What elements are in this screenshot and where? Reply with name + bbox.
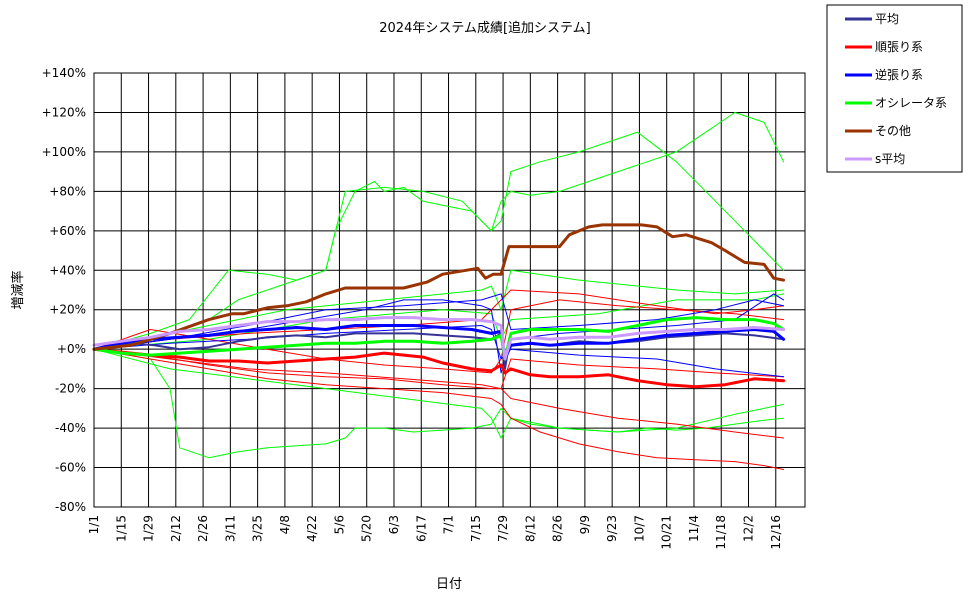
legend-label: 平均 (875, 12, 899, 26)
legend-label: オシレータ系 (875, 96, 947, 110)
series-line-individual (93, 348, 785, 439)
series-line-individual (93, 131, 785, 350)
series-line-順張り系 (92, 347, 786, 389)
x-tick-label: 7/1 (442, 515, 456, 534)
series-line-s平均 (92, 316, 786, 361)
y-tick-label: +120% (42, 105, 86, 119)
y-axis-title: 増減率 (10, 270, 26, 309)
gridlines (93, 72, 805, 508)
x-tick-label: 5/20 (360, 515, 374, 542)
x-tick-label: 2/26 (196, 515, 210, 542)
legend-label: その他 (875, 124, 911, 138)
x-tick-label: 7/15 (469, 515, 483, 542)
y-tick-label: -80% (55, 500, 86, 514)
chart-title: 2024年システム成績[追加システム] (379, 20, 590, 36)
y-tick-label: -60% (55, 461, 86, 475)
x-tick-label: 8/26 (551, 515, 565, 542)
legend-label: 逆張り系 (875, 67, 923, 82)
y-tick-label: +100% (42, 145, 86, 159)
series-line-individual (93, 289, 785, 350)
series-line-individual (93, 269, 785, 350)
x-tick-label: 10/21 (660, 515, 674, 550)
x-tick-label: 7/29 (496, 515, 510, 542)
y-tick-label: +60% (49, 224, 86, 238)
series-line-individual (93, 293, 785, 350)
x-tick-label: 5/6 (332, 515, 346, 534)
x-tick-label: 1/15 (114, 515, 128, 542)
x-tick-label: 4/8 (278, 515, 292, 534)
x-tick-label: 12/2 (742, 515, 756, 542)
y-tick-label: -20% (55, 382, 86, 396)
x-tick-label: 6/3 (387, 515, 401, 534)
series-line-オシレータ系 (92, 316, 786, 361)
x-tick-label: 3/11 (223, 515, 237, 542)
x-tick-label: 4/22 (305, 515, 319, 542)
series-line-平均 (93, 332, 785, 370)
x-tick-label: 12/16 (769, 515, 783, 550)
y-tick-label: +140% (42, 66, 86, 80)
series-line-individual (93, 348, 785, 390)
x-tick-labels: 1/1 1/15 1/29 2/12 2/26 3/11 3/25 4/8 4/22 5/6 5/2… (87, 515, 783, 550)
y-tick-label: +80% (49, 184, 86, 198)
x-axis-title: 日付 (436, 577, 462, 592)
series-line-individual (93, 348, 785, 470)
x-tick-label: 3/25 (251, 515, 265, 542)
y-tick-label: +40% (49, 263, 86, 277)
y-tick-label: -40% (55, 421, 86, 435)
legend-label: s平均 (875, 152, 905, 166)
legend-box (826, 4, 963, 173)
series-line-逆張り系 (92, 324, 786, 361)
plot-frame (93, 72, 806, 508)
x-tick-label: 11/4 (687, 515, 701, 542)
x-tick-label: 2/12 (169, 515, 183, 542)
series-line-individual (93, 348, 785, 439)
legend-label: 順張り系 (875, 40, 923, 54)
series-layer (92, 112, 786, 470)
x-tick-label: 8/12 (523, 515, 537, 542)
series-line-individual (93, 293, 785, 350)
series-line-individual (93, 112, 785, 350)
x-tick-label: 9/9 (578, 515, 592, 534)
y-tick-labels: +140% +120% +100% +80% +60% +40% +20% +0% -20% -4… (42, 66, 86, 514)
x-tick-label: 1/29 (142, 515, 156, 542)
x-tick-label: 1/1 (87, 515, 101, 534)
x-tick-label: 6/17 (414, 515, 428, 542)
x-tick-label: 11/18 (714, 515, 728, 550)
x-tick-label: 10/7 (632, 515, 646, 542)
x-tick-label: 9/23 (605, 515, 619, 542)
y-tick-label: +0% (57, 342, 86, 356)
y-tick-label: +20% (49, 303, 86, 317)
series-line-その他 (92, 223, 786, 351)
